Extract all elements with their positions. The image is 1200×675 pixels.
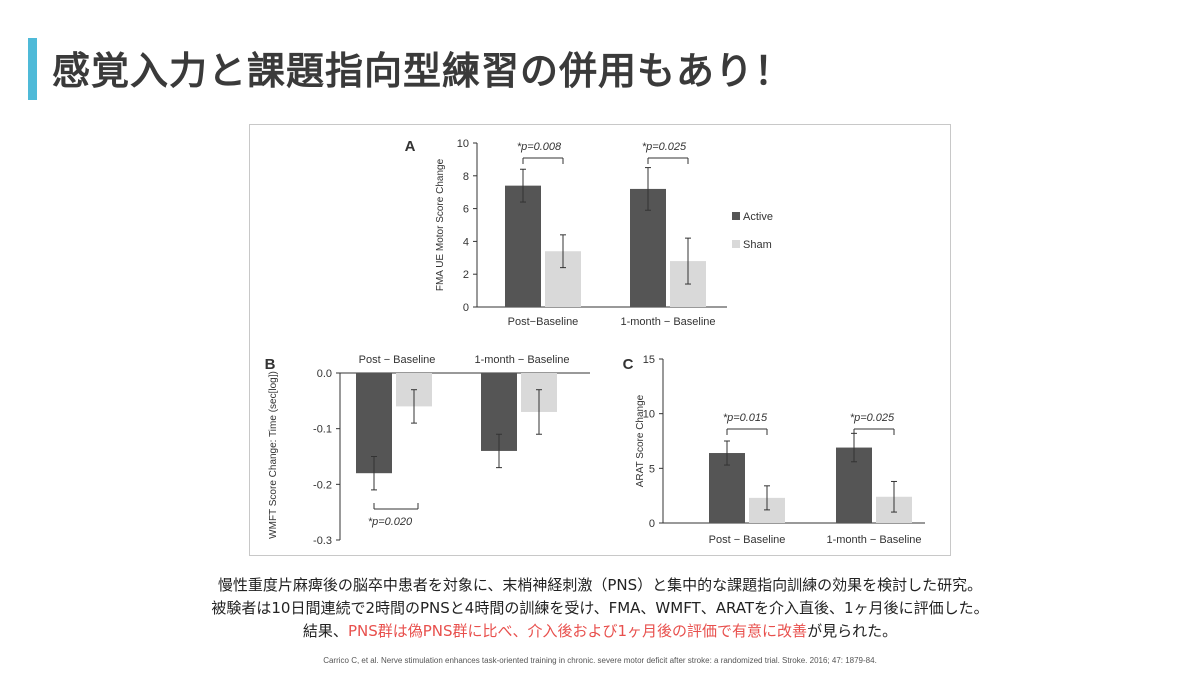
legend-swatch-active [732, 212, 740, 220]
tick-label-c: 15 [643, 354, 655, 366]
sig-label-c: *p=0.015 [723, 412, 768, 424]
category-label-c: Post − Baseline [709, 534, 786, 546]
tick-label-a: 2 [463, 269, 469, 281]
bar-a-active [505, 185, 541, 307]
ylabel-b: WMFT Score Change: Time (sec[log]) [268, 371, 279, 539]
caption-line-3-post: が見られた。 [807, 622, 898, 640]
legend-swatch-sham [732, 240, 740, 248]
tick-label-a: 4 [463, 236, 469, 248]
caption-line-3-pre: 結果、 [302, 622, 348, 640]
sig-label-c: *p=0.025 [850, 412, 895, 424]
panel-label-a: A [405, 138, 416, 155]
panel-label-c: C [623, 356, 634, 373]
figure-panel: A 0 2 4 6 8 10 FMA UE Motor Score Change Post−Ba… [249, 124, 951, 556]
tick-label-c: 5 [649, 463, 655, 475]
tick-label-a: 6 [463, 204, 469, 216]
figure-svg: A 0 2 4 6 8 10 FMA UE Motor Score Change Post−Ba… [265, 138, 925, 547]
category-label-a: Post−Baseline [508, 316, 579, 328]
category-label-b: 1-month − Baseline [474, 354, 569, 366]
category-label-a: 1-month − Baseline [620, 316, 715, 328]
ylabel-a: FMA UE Motor Score Change [435, 158, 446, 291]
title-accent-bar [28, 38, 37, 100]
tick-label-a: 10 [457, 138, 469, 150]
category-label-c: 1-month − Baseline [826, 534, 921, 546]
tick-label-c: 10 [643, 409, 655, 421]
caption-line-2: 被験者は10日間連続で2時間のPNSと4時間の訓練を受け、FMA、WMFT、AR… [211, 599, 989, 617]
tick-label-b: -0.2 [313, 479, 332, 491]
caption-line-1: 慢性重度片麻痺後の脳卒中患者を対象に、末梢神経刺激（PNS）と集中的な課題指向訓… [217, 576, 983, 594]
caption-line-3: 結果、PNS群は偽PNS群に比べ、介入後および1ヶ月後の評価で有意に改善が見られ… [120, 620, 1080, 643]
legend-label: Active [743, 211, 773, 223]
legend-label: Sham [743, 239, 772, 251]
tick-label-b: 0.0 [317, 368, 332, 380]
sig-label-a: *p=0.008 [517, 141, 562, 153]
category-label-b: Post − Baseline [359, 354, 436, 366]
caption: 慢性重度片麻痺後の脳卒中患者を対象に、末梢神経刺激（PNS）と集中的な課題指向訓… [120, 574, 1080, 643]
panel-label-b: B [265, 356, 276, 373]
ylabel-c: ARAT Score Change [635, 394, 646, 487]
tick-label-a: 8 [463, 171, 469, 183]
slide-title: 感覚入力と課題指向型練習の併用もあり！ [52, 49, 794, 93]
tick-label-b: -0.1 [313, 424, 332, 436]
sig-label-a: *p=0.025 [642, 141, 687, 153]
reference: Carrico C, et al. Nerve stimulation enha… [323, 656, 877, 665]
tick-label-c: 0 [649, 518, 655, 530]
tick-label-a: 0 [463, 302, 469, 314]
tick-label-b: -0.3 [313, 535, 332, 547]
caption-highlight: PNS群は偽PNS群に比べ、介入後および1ヶ月後の評価で有意に改善 [347, 622, 808, 640]
sig-label-b: *p=0.020 [368, 516, 413, 528]
